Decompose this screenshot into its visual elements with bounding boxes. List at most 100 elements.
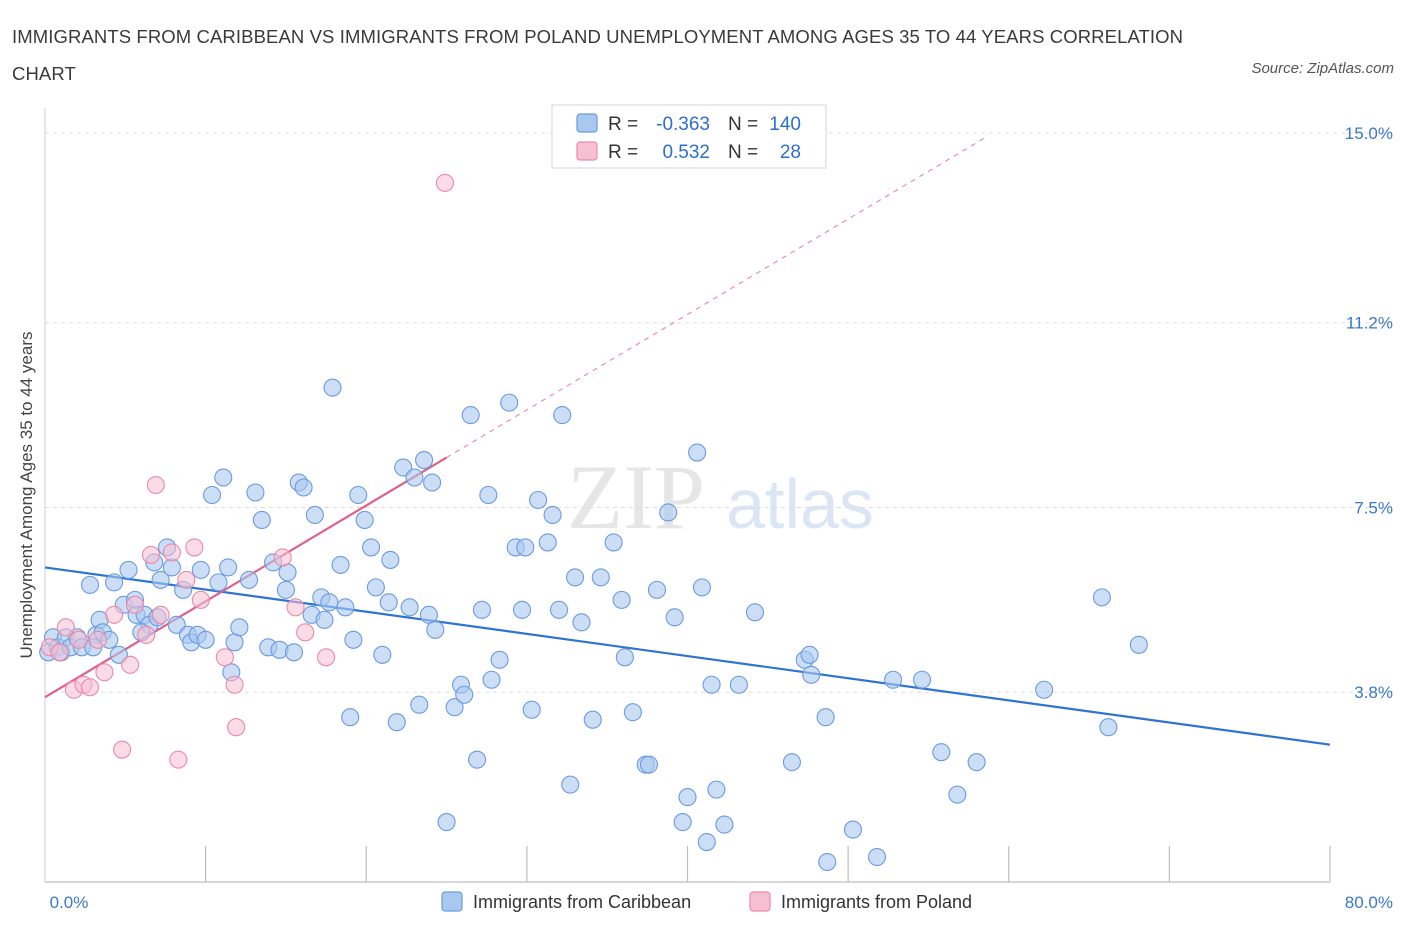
- caribbean-point-50: [294, 478, 313, 497]
- series-legend: Immigrants from Caribbean Immigrants fro…: [441, 891, 972, 912]
- caribbean-point-33: [203, 485, 222, 505]
- poland-point-21: [191, 590, 210, 609]
- caribbean-point-42: [252, 510, 271, 530]
- legend-n-label-2: N =: [728, 142, 758, 163]
- source-label: Source: ZipAtlas.com: [1251, 60, 1394, 77]
- legend-r-label-1: R =: [608, 114, 638, 135]
- poland-point-7: [88, 630, 108, 649]
- poland-point-29: [435, 173, 455, 192]
- caribbean-point-65: [373, 645, 392, 664]
- caribbean-point-125: [816, 708, 835, 727]
- poland-point-6: [80, 678, 100, 697]
- poland-point-14: [141, 545, 161, 564]
- x-tick-label-min: 0.0%: [50, 893, 89, 912]
- caribbean-point-58: [336, 598, 355, 617]
- caribbean-point-121: [782, 753, 801, 772]
- caribbean-point-66: [381, 550, 400, 569]
- caribbean-point-31: [191, 560, 210, 579]
- caribbean-point-92: [529, 490, 548, 510]
- caribbean-point-57: [331, 555, 350, 574]
- caribbean-point-23: [151, 570, 170, 589]
- caribbean-point-75: [423, 473, 442, 492]
- caribbean-point-120: [745, 603, 765, 622]
- caribbean-point-32: [196, 630, 215, 649]
- poland-point-27: [317, 648, 336, 667]
- caribbean-point-100: [583, 710, 602, 729]
- caribbean-point-60: [344, 630, 363, 649]
- caribbean-point-105: [623, 703, 642, 722]
- y-axis-label: Unemployment Among Ages 35 to 44 years: [17, 332, 36, 659]
- caribbean-point-132: [948, 785, 967, 804]
- caribbean-point-123: [800, 645, 819, 664]
- caribbean-point-41: [246, 483, 265, 502]
- axes: [44, 108, 1331, 883]
- caribbean-point-52: [305, 505, 324, 525]
- caribbean-point-74: [419, 605, 438, 624]
- legend-n-value-2: 28: [780, 142, 801, 163]
- poland-point-2: [56, 618, 75, 637]
- caribbean-point-128: [867, 847, 887, 867]
- legend-r-label-2: R =: [608, 142, 638, 163]
- caribbean-point-85: [482, 670, 501, 689]
- caribbean-point-83: [472, 600, 491, 619]
- caribbean-point-80: [455, 685, 474, 704]
- caribbean-point-8: [80, 575, 100, 594]
- caribbean-point-82: [468, 750, 487, 769]
- poland-point-22: [215, 648, 234, 667]
- caribbean-point-64: [366, 578, 385, 597]
- caribbean-point-131: [932, 743, 951, 762]
- caribbean-point-97: [561, 775, 580, 794]
- caribbean-point-48: [284, 643, 304, 662]
- poland-point-28: [286, 598, 305, 617]
- caribbean-point-84: [479, 485, 498, 505]
- caribbean-point-102: [604, 533, 623, 552]
- trend-line-poland-extension: [446, 137, 985, 459]
- caribbean-point-71: [405, 468, 424, 487]
- caribbean-point-117: [707, 780, 726, 799]
- caribbean-point-129: [884, 670, 903, 689]
- caribbean-point-107: [639, 755, 659, 774]
- caribbean-point-76: [426, 620, 445, 639]
- bottom-legend-poland: Immigrants from Poland: [781, 892, 972, 912]
- caribbean-point-39: [230, 618, 249, 637]
- caribbean-point-126: [818, 852, 837, 872]
- caribbean-point-115: [697, 833, 716, 852]
- caribbean-point-40: [239, 570, 259, 589]
- caribbean-point-36: [219, 558, 238, 577]
- caribbean-point-116: [702, 675, 721, 694]
- y-tick-label-1: 7.5%: [1354, 498, 1393, 517]
- caribbean-point-101: [591, 568, 610, 587]
- caribbean-point-133: [967, 753, 986, 772]
- caribbean-point-81: [461, 406, 480, 425]
- correlation-legend: R = -0.363 N = 140 R = 0.532 N = 28: [551, 104, 827, 169]
- poland-point-13: [137, 625, 156, 644]
- legend-swatch-poland: [576, 141, 598, 161]
- legend-r-value-2: 0.532: [662, 142, 710, 163]
- caribbean-point-136: [1092, 588, 1111, 607]
- caribbean-point-34: [209, 573, 228, 592]
- caribbean-point-104: [615, 648, 634, 667]
- caribbean-point-86: [490, 650, 509, 669]
- caribbean-point-68: [387, 713, 406, 732]
- y-tick-label-0: 3.8%: [1354, 683, 1393, 702]
- watermark-atlas: atlas: [726, 465, 874, 543]
- bottom-swatch-poland: [749, 891, 771, 912]
- caribbean-point-112: [678, 788, 697, 807]
- trend-line-caribbean: [44, 566, 1331, 746]
- caribbean-point-119: [729, 675, 748, 694]
- poland-point-25: [273, 548, 292, 567]
- caribbean-point-103: [612, 590, 631, 609]
- caribbean-point-67: [379, 593, 398, 612]
- caribbean-point-62: [355, 510, 374, 530]
- caribbean-point-114: [692, 578, 712, 597]
- caribbean-point-77: [437, 813, 456, 832]
- poland-point-8: [95, 663, 114, 682]
- poland-point-26: [296, 623, 315, 642]
- caribbean-point-130: [912, 670, 932, 689]
- legend-n-label-1: N =: [728, 114, 758, 135]
- caribbean-point-127: [843, 820, 862, 839]
- caribbean-point-59: [341, 708, 360, 727]
- caribbean-point-61: [349, 485, 368, 505]
- poland-point-12: [125, 595, 144, 614]
